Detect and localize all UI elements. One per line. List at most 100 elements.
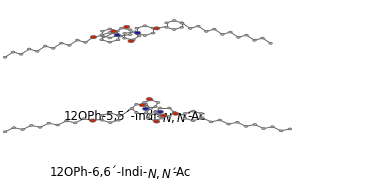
Circle shape [84,41,87,43]
Circle shape [100,34,103,36]
Circle shape [167,107,171,109]
Circle shape [135,27,138,29]
Circle shape [108,37,112,39]
Circle shape [199,113,203,114]
Circle shape [114,33,120,37]
Circle shape [116,34,120,36]
Circle shape [27,48,31,50]
Circle shape [64,120,68,122]
Circle shape [128,34,132,36]
Circle shape [156,101,160,103]
Circle shape [38,126,42,128]
Circle shape [160,117,163,119]
Circle shape [146,117,150,119]
Circle shape [165,26,169,28]
Circle shape [153,106,157,108]
Circle shape [139,104,145,107]
Circle shape [82,118,86,120]
Circle shape [135,32,138,34]
Circle shape [29,125,33,126]
Circle shape [119,35,123,37]
Circle shape [160,114,167,117]
Circle shape [90,36,96,39]
Circle shape [270,126,274,128]
Circle shape [56,124,60,126]
Circle shape [149,113,152,115]
Circle shape [100,35,104,37]
Circle shape [132,31,135,33]
Circle shape [143,25,147,27]
Circle shape [123,33,127,34]
Circle shape [60,42,63,44]
Circle shape [100,30,104,32]
Circle shape [261,37,264,39]
Circle shape [130,108,134,109]
Text: $N,N$´: $N,N$´ [162,109,192,125]
Circle shape [153,120,157,122]
Circle shape [109,112,112,114]
Circle shape [135,112,138,114]
Circle shape [89,119,96,122]
Circle shape [109,122,112,124]
Circle shape [144,103,148,105]
Circle shape [146,98,152,101]
Circle shape [135,31,141,34]
Circle shape [123,37,126,39]
Circle shape [269,42,272,44]
Circle shape [3,131,7,133]
Text: 12OPh-5,5´-Indi-: 12OPh-5,5´-Indi- [64,110,162,123]
Circle shape [92,36,95,38]
Circle shape [108,32,112,33]
Circle shape [188,27,192,29]
Circle shape [149,108,153,109]
Circle shape [262,128,265,129]
Circle shape [191,110,195,112]
Circle shape [172,20,176,22]
Circle shape [236,121,239,123]
Circle shape [167,115,171,117]
Circle shape [205,30,208,32]
Circle shape [180,22,184,24]
Circle shape [144,112,148,114]
Circle shape [237,36,240,38]
Circle shape [73,122,77,124]
Circle shape [91,120,95,122]
Circle shape [197,25,200,27]
Circle shape [3,56,7,58]
Text: -Ac: -Ac [172,166,191,179]
Circle shape [153,111,157,113]
Circle shape [191,120,195,122]
Circle shape [288,128,292,130]
Circle shape [212,28,216,30]
Circle shape [116,39,120,41]
Circle shape [12,127,15,129]
Circle shape [145,106,149,108]
Circle shape [52,47,55,49]
Circle shape [124,25,130,29]
Circle shape [128,40,134,43]
Circle shape [229,31,232,33]
Circle shape [183,117,187,119]
Circle shape [110,30,117,33]
Circle shape [279,130,283,132]
Circle shape [227,123,230,125]
Circle shape [153,120,160,123]
Circle shape [43,45,47,47]
Circle shape [183,113,187,114]
Circle shape [137,35,141,37]
Circle shape [253,124,256,125]
Circle shape [135,103,138,105]
Circle shape [142,101,146,103]
Circle shape [220,33,224,35]
Circle shape [218,119,222,121]
Circle shape [143,35,147,36]
Circle shape [100,119,104,121]
Circle shape [100,39,103,41]
Circle shape [172,111,176,113]
Circle shape [151,27,155,29]
Circle shape [253,39,256,41]
Circle shape [158,115,162,117]
Circle shape [114,31,117,33]
Circle shape [199,117,203,119]
Circle shape [67,44,71,46]
